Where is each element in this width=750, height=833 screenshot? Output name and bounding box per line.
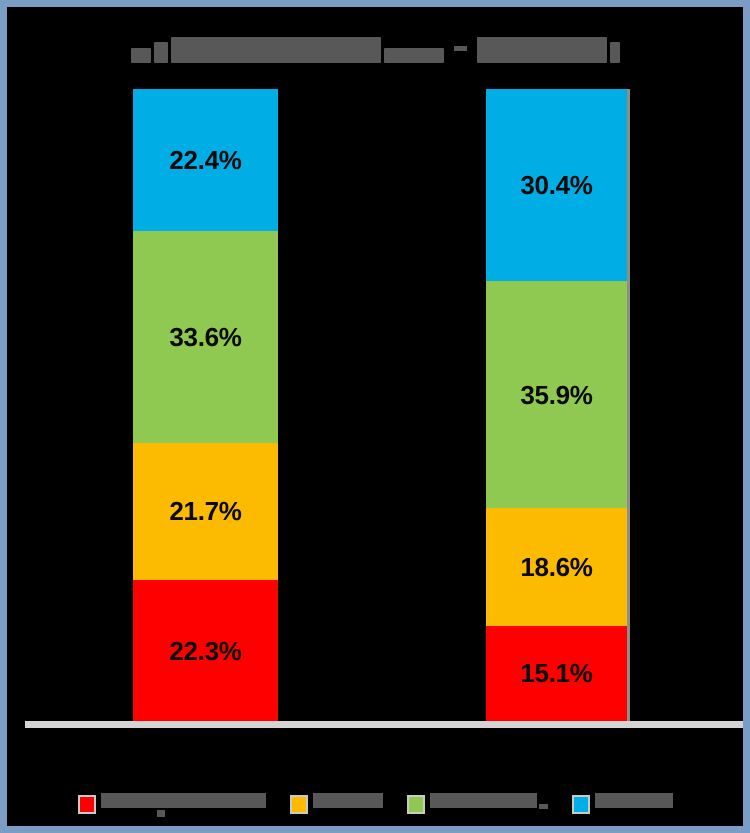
plot-area: 22.4% 33.6% 21.7% 22.3% 30.4% bbox=[7, 7, 743, 826]
bar-segment[interactable]: 15.1% bbox=[486, 625, 627, 721]
title-redact-block bbox=[383, 48, 444, 63]
bar-segment-label: 35.9% bbox=[520, 379, 593, 410]
legend-swatch-icon bbox=[571, 794, 590, 814]
stacked-bar[interactable]: 22.4% 33.6% 21.7% 22.3% bbox=[133, 89, 278, 721]
title-dash-separator bbox=[453, 45, 467, 51]
title-redact-block bbox=[170, 37, 381, 63]
bar-segment-label: 30.4% bbox=[520, 170, 593, 201]
legend-swatch-icon bbox=[289, 794, 308, 814]
legend-label-redacted bbox=[429, 793, 548, 815]
bar-segment-label: 18.6% bbox=[520, 551, 593, 582]
bar-group[interactable]: 22.4% 33.6% 21.7% 22.3% bbox=[133, 89, 278, 721]
bar-segment-label: 22.3% bbox=[169, 635, 242, 666]
bar-segment[interactable]: 35.9% bbox=[486, 281, 627, 509]
legend-swatch-icon bbox=[77, 794, 96, 814]
bar-segment[interactable]: 22.3% bbox=[133, 580, 278, 721]
bar-group[interactable]: 30.4% 35.9% 18.6% 15.1% bbox=[486, 89, 630, 721]
bar-segment[interactable]: 33.6% bbox=[133, 230, 278, 443]
legend-label-redacted bbox=[100, 793, 266, 817]
legend-swatch-icon bbox=[406, 794, 425, 814]
legend-label-redact-block bbox=[594, 793, 673, 808]
bar-segment-label: 15.1% bbox=[520, 658, 593, 689]
legend-label-cap-tick bbox=[538, 804, 548, 809]
chart-title-redacted-right bbox=[476, 33, 620, 63]
bar-segment[interactable]: 30.4% bbox=[486, 89, 627, 282]
chart-title-redacted-left bbox=[130, 33, 444, 63]
legend-label-redact-block bbox=[429, 793, 537, 808]
bar-segment-label: 33.6% bbox=[169, 321, 242, 352]
legend-item-series-1[interactable]: [REDACTED] bbox=[77, 793, 266, 817]
stacked-bar[interactable]: 30.4% 35.9% 18.6% 15.1% bbox=[486, 89, 630, 721]
title-redact-block bbox=[476, 37, 607, 63]
legend-item-series-4[interactable]: [REDACTED] bbox=[571, 793, 673, 815]
legend-label-redacted bbox=[312, 793, 383, 815]
axis-baseline bbox=[25, 721, 743, 728]
legend-label-descender bbox=[156, 810, 165, 817]
bar-segment[interactable]: 22.4% bbox=[133, 89, 278, 231]
legend-item-series-2[interactable]: [REDACTED] bbox=[289, 793, 383, 815]
legend-label-redact-block bbox=[100, 793, 266, 808]
title-redact-block bbox=[130, 48, 151, 63]
bar-segment[interactable]: 18.6% bbox=[486, 508, 627, 626]
title-redact-block bbox=[609, 42, 620, 63]
title-redact-block bbox=[153, 42, 168, 63]
legend-label-redact-block bbox=[312, 793, 383, 808]
chart-legend: [REDACTED] [REDACTED] [REDACTED] [REDACT… bbox=[7, 787, 743, 821]
legend-label-redacted bbox=[594, 793, 673, 815]
legend-item-series-3[interactable]: [REDACTED] bbox=[406, 793, 548, 815]
bar-segment-label: 21.7% bbox=[169, 496, 242, 527]
bar-segment-label: 22.4% bbox=[169, 144, 242, 175]
bar-segment[interactable]: 21.7% bbox=[133, 442, 278, 581]
chart-title: [REDACTED] - [REDACTED] bbox=[7, 25, 743, 71]
